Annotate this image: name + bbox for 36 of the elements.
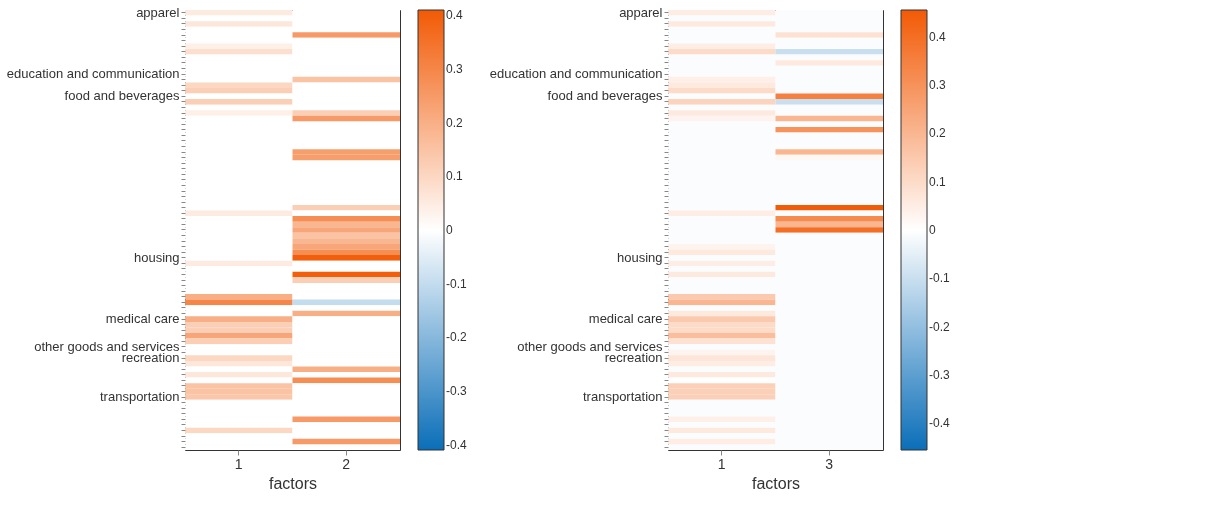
y-tick-label: transportation bbox=[100, 389, 180, 405]
color-bar-label: -0.2 bbox=[929, 319, 950, 334]
color-bar-label: 0 bbox=[929, 223, 936, 237]
x-axis-title: factors bbox=[751, 474, 801, 492]
color-bar-label: -0.1 bbox=[446, 276, 467, 291]
color-bar-label: 0.1 bbox=[929, 174, 947, 189]
y-tick-label: medical care bbox=[105, 311, 180, 327]
color-bar-label: -0.3 bbox=[929, 368, 950, 383]
color-bar-label: -0.1 bbox=[929, 271, 950, 286]
color-bar-label: 0.3 bbox=[446, 62, 464, 77]
x-tick-label: 2 bbox=[342, 455, 351, 472]
color-bar-label: -0.4 bbox=[446, 437, 467, 452]
y-tick-label: education and communication bbox=[6, 66, 180, 82]
y-tick-label: food and beverages bbox=[547, 88, 663, 104]
y-tick-label: food and beverages bbox=[64, 88, 180, 104]
x-tick-label: 1 bbox=[717, 455, 726, 472]
color-bar-label: -0.3 bbox=[446, 383, 467, 398]
color-bar-label: 0.4 bbox=[446, 8, 464, 23]
y-tick-label: transportation bbox=[583, 389, 663, 405]
color-bar-label: 0.4 bbox=[929, 29, 947, 44]
color-bar-label: -0.4 bbox=[929, 416, 950, 431]
y-tick-label: housing bbox=[133, 249, 180, 265]
x-tick-label: 3 bbox=[825, 455, 834, 472]
x-tick-label: 1 bbox=[234, 455, 243, 472]
y-tick-label: education and communication bbox=[489, 66, 663, 82]
y-tick-label: apparel bbox=[136, 4, 180, 20]
color-bar-label: 0.1 bbox=[446, 169, 464, 184]
color-bar-label: -0.2 bbox=[446, 330, 467, 345]
y-tick-label: medical care bbox=[588, 311, 663, 327]
color-bar-label: 0.3 bbox=[929, 77, 947, 92]
color-bar-label: 0.2 bbox=[929, 126, 947, 141]
color-bar-label: 0.2 bbox=[446, 115, 464, 130]
x-axis-title: factors bbox=[268, 474, 318, 492]
y-tick-label: apparel bbox=[619, 4, 663, 20]
color-bar-label: 0 bbox=[446, 223, 453, 237]
y-tick-label: housing bbox=[616, 249, 663, 265]
